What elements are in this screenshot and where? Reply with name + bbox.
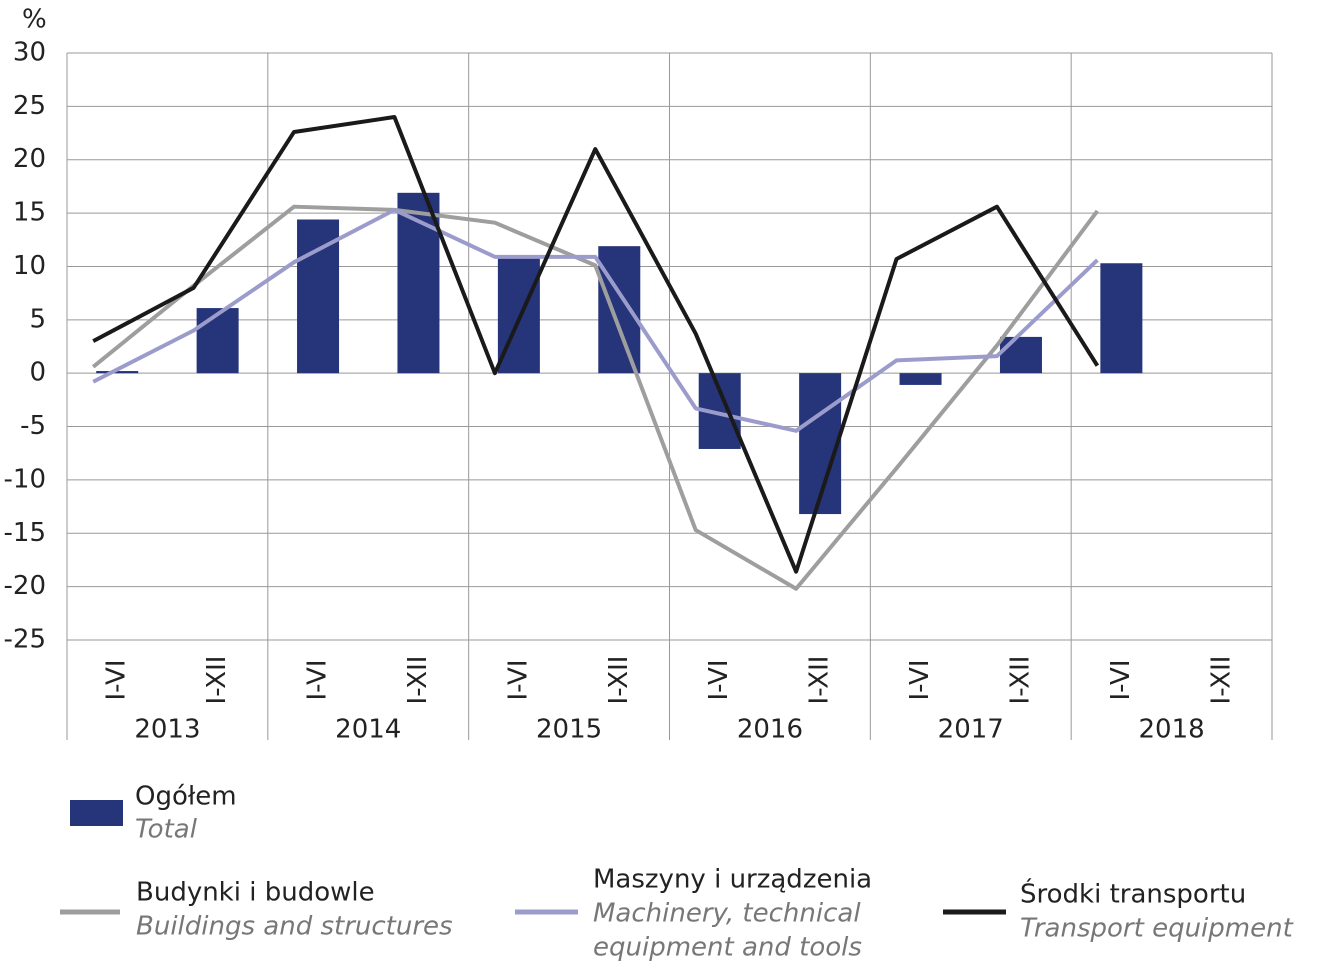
legend-label-en: Transport equipment	[1020, 914, 1294, 944]
y-tick-label: 25	[13, 91, 46, 121]
x-tick-label: I-VI	[303, 660, 333, 701]
x-tick-label: I-VI	[905, 660, 935, 701]
y-tick-label: -25	[4, 625, 46, 655]
line	[92, 115, 1100, 574]
y-tick-label: 0	[29, 358, 46, 388]
legend-label-en: Buildings and structures	[136, 912, 453, 942]
y-tick-label: 30	[13, 38, 46, 68]
bar	[899, 373, 942, 385]
group-label: 2015	[536, 715, 602, 745]
x-tick-label: I-XII	[1005, 656, 1035, 705]
group-label: 2013	[134, 715, 200, 745]
y-tick-label: 10	[13, 251, 46, 281]
x-tick-label: I-VI	[704, 660, 734, 701]
x-tick-label: I-XII	[403, 656, 433, 705]
y-tick-label: 20	[13, 144, 46, 174]
legend-label-en: Total	[135, 815, 198, 845]
y-tick-label: 5	[29, 304, 46, 334]
legend-label: Maszyny i urządzenia	[593, 865, 872, 895]
group-label: 2017	[938, 715, 1004, 745]
legend-label: Budynki i budowle	[136, 878, 375, 908]
y-tick-label: -20	[4, 571, 46, 601]
y-axis-label: %	[22, 5, 47, 35]
x-tick-label: I-VI	[1106, 660, 1136, 701]
y-tick-label: -10	[4, 464, 46, 494]
x-tick-label: I-XII	[202, 656, 232, 705]
legend-label-en: Machinery, technical	[593, 899, 861, 929]
bar	[598, 246, 641, 374]
legend-swatch	[70, 800, 123, 826]
y-tick-label: -15	[4, 518, 46, 548]
group-label: 2018	[1138, 715, 1204, 745]
x-tick-label: I-XII	[604, 656, 634, 705]
legend-label: Środki transportu	[1020, 878, 1246, 910]
bar	[1100, 263, 1143, 374]
x-tick-label: I-XII	[805, 656, 835, 705]
legend-label-en: equipment and tools	[593, 933, 862, 963]
bar	[96, 371, 139, 374]
line	[91, 204, 1099, 591]
x-tick-label: I-VI	[503, 660, 533, 701]
y-tick-label: 15	[13, 198, 46, 228]
x-tick-label: I-XII	[1206, 656, 1236, 705]
y-tick-label: -5	[20, 411, 46, 441]
x-tick-label: I-VI	[102, 660, 132, 701]
bar	[999, 336, 1042, 374]
group-label: 2014	[335, 715, 401, 745]
line	[92, 207, 1099, 433]
bar	[196, 308, 239, 374]
bar	[297, 219, 340, 374]
legend-label: Ogółem	[135, 782, 237, 812]
group-label: 2016	[737, 715, 803, 745]
